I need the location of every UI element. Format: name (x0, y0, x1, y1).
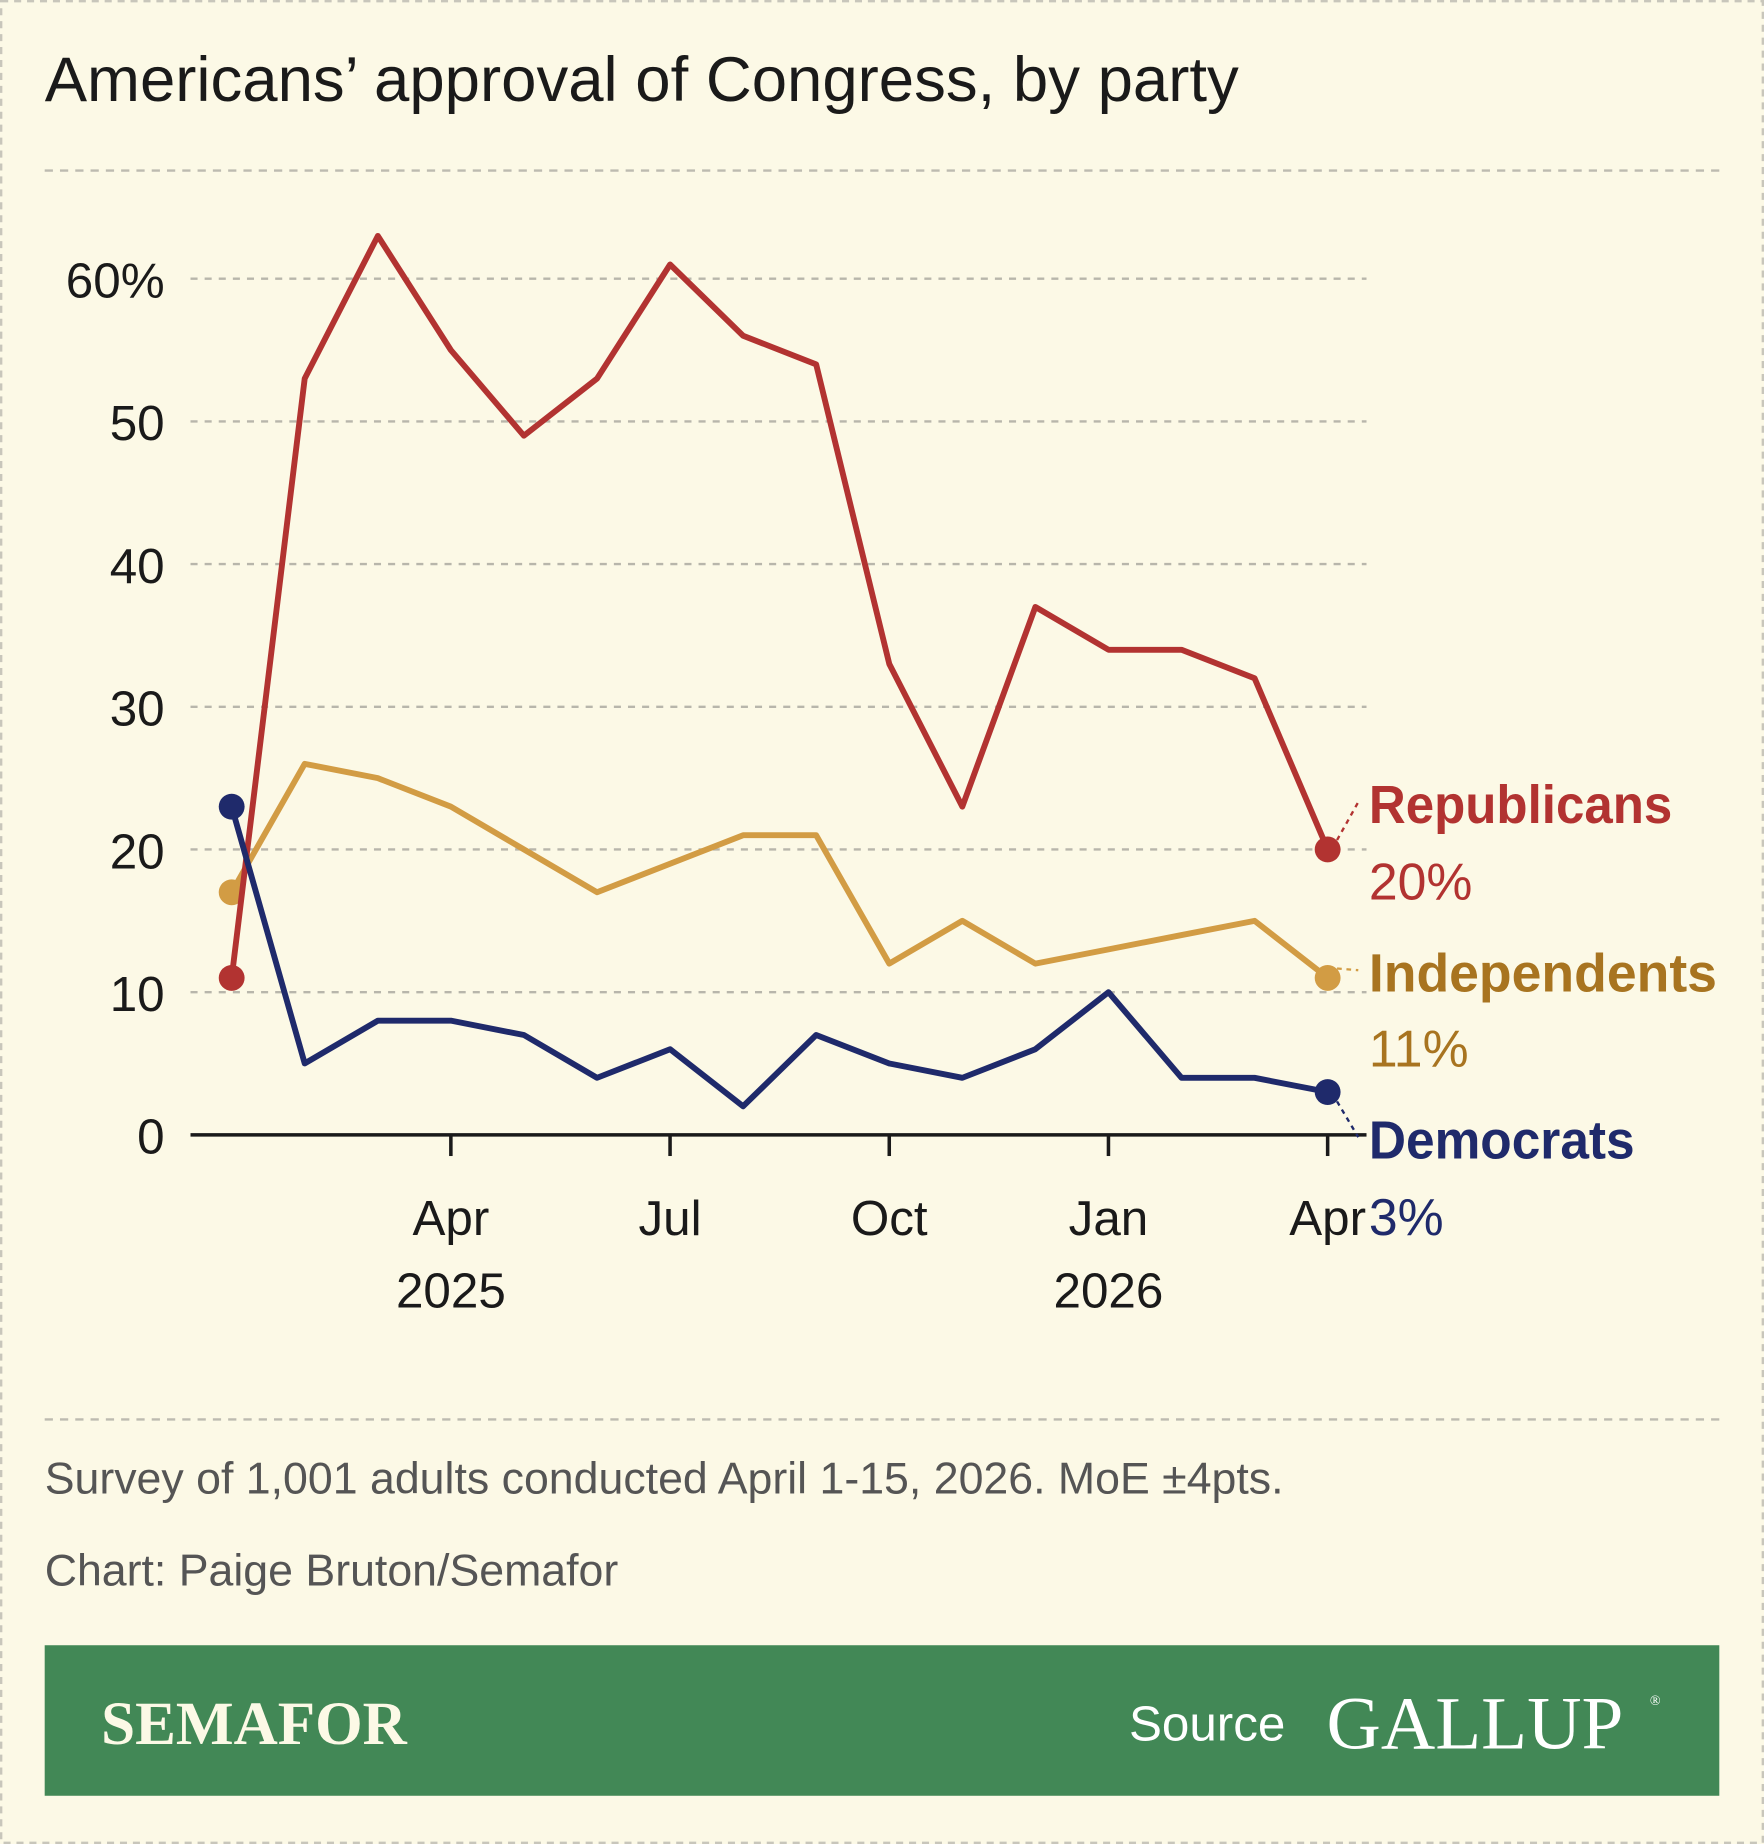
y-tick-label: 60% (66, 254, 165, 309)
independents-label: Independents (1369, 943, 1717, 1003)
independents-end-point (1314, 964, 1341, 991)
footer-bar (44, 1645, 1720, 1796)
independents-leader-line (1336, 967, 1359, 972)
republicans-label: Republicans (1369, 775, 1672, 835)
x-tick-label: Jan (1069, 1191, 1149, 1246)
y-tick-label: 40 (110, 539, 165, 594)
democrats-line (228, 805, 1329, 1110)
registered-mark: ® (1650, 1693, 1661, 1709)
semafor-logo: SEMAFOR (101, 1691, 408, 1758)
republicans-start-point (218, 964, 245, 991)
chart-title: Americans’ approval of Congress, by part… (45, 45, 1239, 115)
democrats-leader-line (1336, 1100, 1360, 1138)
independents-value-label: 11% (1369, 1020, 1469, 1078)
survey-note: Survey of 1,001 adults conducted April 1… (45, 1455, 1284, 1504)
x-tick-year: 2025 (396, 1264, 506, 1319)
democrats-value-label: 3% (1369, 1188, 1444, 1246)
source-label: Source (1129, 1696, 1285, 1751)
x-tick-label: Jul (638, 1191, 701, 1246)
y-axis: 0 10 20 30 40 50 60% (66, 254, 1367, 1165)
x-axis: Apr 2025 Jul Oct Jan 2026 Apr (396, 1134, 1366, 1319)
republicans-leader-line (1336, 801, 1360, 841)
gallup-logo: GALLUP (1327, 1683, 1624, 1766)
x-tick-label: Apr (412, 1191, 489, 1246)
y-tick-label: 30 (110, 682, 165, 737)
chart-credit: Chart: Paige Bruton/Semafor (45, 1546, 619, 1595)
y-tick-label: 0 (137, 1110, 164, 1165)
y-tick-label: 10 (110, 967, 165, 1022)
x-tick-label: Oct (851, 1191, 928, 1246)
gridlines (190, 277, 1367, 994)
y-tick-label: 20 (110, 824, 165, 879)
series-labels: Independents 11% Republicans 20% Democrats 3% (1336, 775, 1717, 1246)
democrats-end-point (1314, 1079, 1341, 1105)
republicans-line (228, 232, 1331, 979)
republicans-value-label: 20% (1369, 853, 1473, 911)
independents-start-point (218, 879, 245, 906)
democrats-start-point (218, 793, 245, 820)
x-tick-year: 2026 (1054, 1264, 1164, 1319)
series-lines (218, 232, 1341, 1110)
y-tick-label: 50 (110, 396, 165, 451)
x-tick-label: Apr (1289, 1191, 1366, 1246)
republicans-end-point (1314, 836, 1341, 863)
democrats-label: Democrats (1369, 1110, 1635, 1170)
independents-line (229, 760, 1330, 981)
